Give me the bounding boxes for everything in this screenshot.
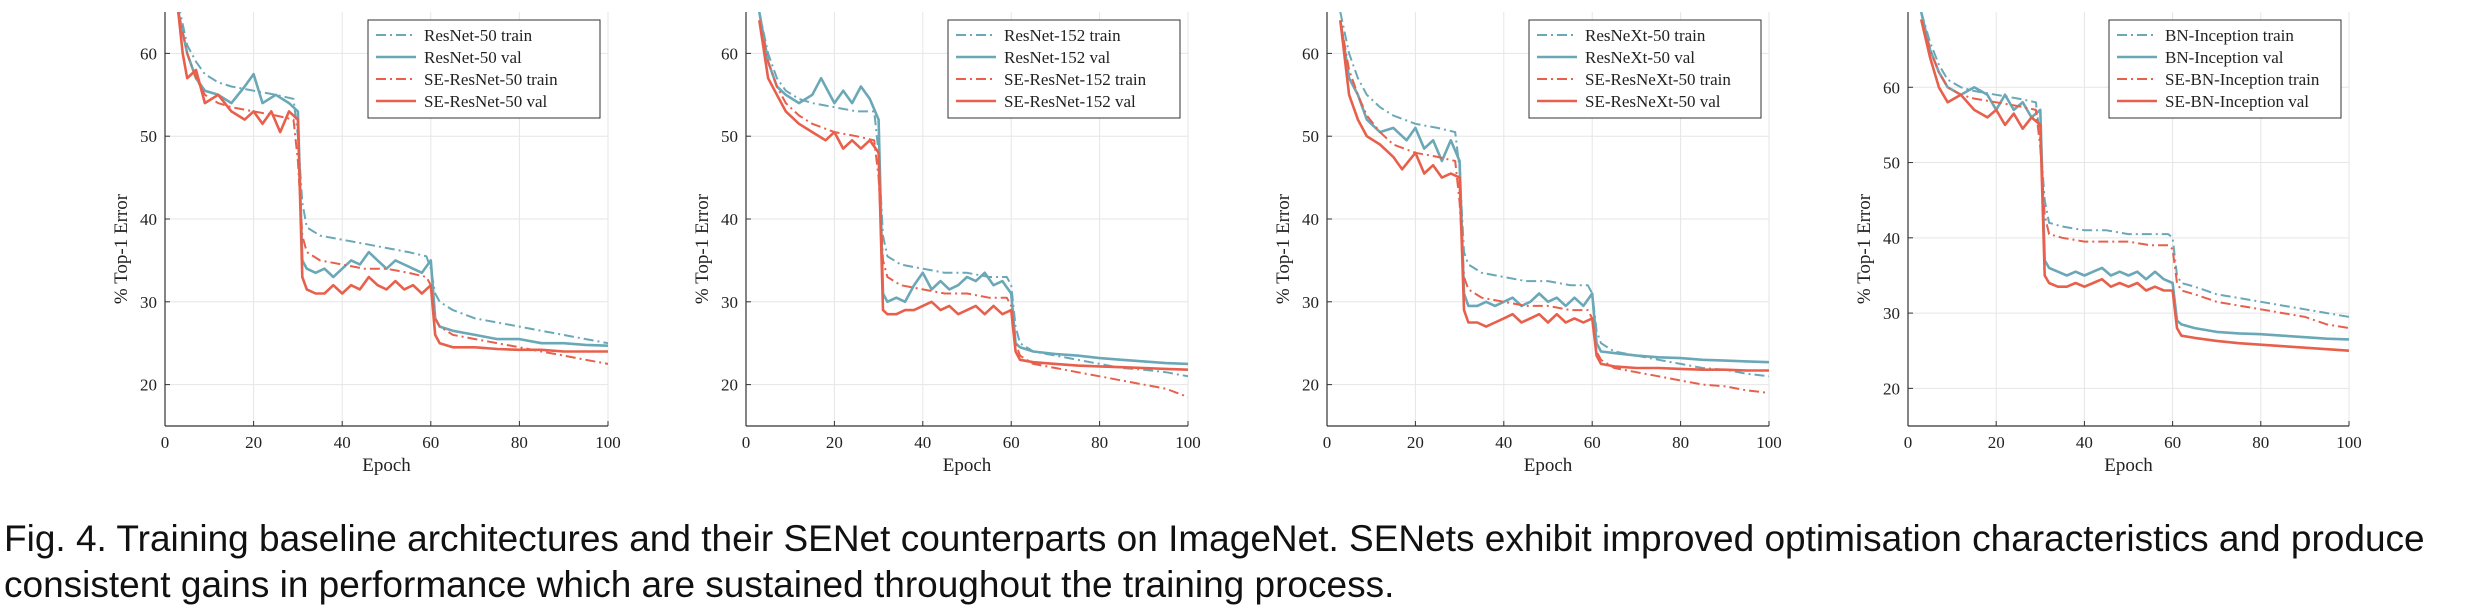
chart-panel-2: 0 20 40 60 80 100 20 30 40 50 60 Epoch % Top-1 Error… — [692, 12, 1201, 476]
x-axis-label: Epoch — [1524, 455, 1573, 476]
y-tick-label: 20 — [1302, 376, 1319, 395]
y-tick-label: 30 — [1883, 304, 1900, 323]
x-tick-label: 80 — [1672, 433, 1689, 452]
series-lines — [1339, 12, 1769, 394]
legend: ResNet-152 train ResNet-152 val SE-ResNet-… — [947, 19, 1181, 119]
series-lines — [1919, 12, 2349, 352]
legend-entry: ResNeXt-50 val — [1585, 48, 1695, 67]
x-tick-label: 40 — [2076, 433, 2093, 452]
y-axis-label: % Top-1 Error — [692, 193, 713, 304]
x-tick-label: 20 — [245, 433, 262, 452]
x-tick-label: 40 — [1495, 433, 1512, 452]
y-tick-label: 60 — [1883, 78, 1900, 97]
x-axis-label: Epoch — [943, 455, 992, 476]
legend-entry: BN-Inception val — [2165, 48, 2284, 67]
x-tick-label: 0 — [161, 433, 170, 452]
series-line-2 — [1339, 20, 1769, 364]
y-tick-label: 60 — [140, 44, 157, 63]
x-tick-label: 100 — [595, 433, 621, 452]
series-line-4 — [1919, 19, 2349, 352]
y-tick-label: 50 — [1302, 127, 1319, 146]
x-tick-label: 100 — [2336, 433, 2362, 452]
y-axis-label: % Top-1 Error — [1854, 193, 1875, 304]
y-tick-label: 60 — [1302, 44, 1319, 63]
x-axis-label: Epoch — [362, 455, 411, 476]
series-line-4 — [758, 20, 1188, 371]
x-axis-label: Epoch — [2104, 455, 2153, 476]
y-tick-label: 20 — [140, 376, 157, 395]
legend-entry: ResNeXt-50 train — [1585, 26, 1706, 45]
series-line-3 — [1339, 20, 1769, 394]
series-line-2 — [177, 12, 608, 347]
series-line-4 — [177, 12, 608, 353]
legend-entry: SE-ResNet-50 val — [424, 92, 548, 111]
series-lines — [758, 12, 1188, 398]
series-line-1 — [1920, 12, 2349, 318]
y-tick-label: 50 — [140, 127, 157, 146]
legend: ResNeXt-50 train ResNeXt-50 val SE-ResNeXt… — [1528, 19, 1762, 119]
x-tick-label: 0 — [1323, 433, 1332, 452]
legend-entry: SE-ResNeXt-50 train — [1585, 70, 1731, 89]
x-tick-label: 80 — [1091, 433, 1108, 452]
y-tick-label: 30 — [1302, 293, 1319, 312]
series-lines — [177, 12, 608, 365]
x-tick-label: 100 — [1756, 433, 1782, 452]
legend-entry: ResNet-152 val — [1004, 48, 1111, 67]
x-tick-label: 60 — [422, 433, 439, 452]
series-line-1 — [758, 12, 1188, 378]
x-tick-label: 80 — [2252, 433, 2269, 452]
series-line-3 — [758, 20, 1188, 398]
figure-caption: Fig. 4. Training baseline architectures … — [4, 518, 2425, 605]
legend-entry: ResNet-50 train — [424, 26, 533, 45]
y-axis-label: % Top-1 Error — [1273, 193, 1294, 304]
y-tick-label: 50 — [721, 127, 738, 146]
legend: BN-Inception train BN-Inception val SE-BN-… — [2108, 19, 2342, 119]
legend-entry: ResNet-152 train — [1004, 26, 1121, 45]
legend-entry: SE-BN-Inception train — [2165, 70, 2320, 89]
series-line-1 — [179, 12, 608, 345]
x-tick-label: 100 — [1175, 433, 1201, 452]
legend-entry: BN-Inception train — [2165, 26, 2294, 45]
x-tick-label: 40 — [914, 433, 931, 452]
y-tick-label: 40 — [721, 210, 738, 229]
series-line-2 — [758, 12, 1188, 366]
legend-entry: SE-ResNet-152 val — [1004, 92, 1136, 111]
x-tick-label: 60 — [2164, 433, 2181, 452]
legend-entry: ResNet-50 val — [424, 48, 522, 67]
x-tick-label: 60 — [1584, 433, 1601, 452]
x-tick-label: 80 — [511, 433, 528, 452]
legend: ResNet-50 train ResNet-50 val SE-ResNet-50… — [367, 19, 601, 119]
y-tick-label: 40 — [1883, 229, 1900, 248]
x-tick-label: 20 — [1988, 433, 2005, 452]
series-line-3 — [177, 12, 608, 365]
y-tick-label: 60 — [721, 44, 738, 63]
y-axis-label: % Top-1 Error — [111, 193, 132, 304]
legend-entry: SE-BN-Inception val — [2165, 92, 2309, 111]
x-tick-label: 0 — [742, 433, 751, 452]
y-tick-label: 20 — [721, 376, 738, 395]
y-tick-label: 40 — [140, 210, 157, 229]
y-tick-label: 30 — [140, 293, 157, 312]
x-tick-label: 20 — [1407, 433, 1424, 452]
x-tick-label: 40 — [334, 433, 351, 452]
chart-panel-4: 0 20 40 60 80 100 20 30 40 50 60 Epoch % Top-1 Error… — [1854, 12, 2362, 476]
series-line-3 — [1920, 19, 2349, 330]
y-tick-label: 30 — [721, 293, 738, 312]
series-line-4 — [1339, 20, 1769, 372]
series-line-2 — [1919, 12, 2349, 341]
chart-panel-1: 0 20 40 60 80 100 20 30 40 50 60 Epoch % Top-1 Error… — [111, 12, 621, 476]
legend-entry: SE-ResNeXt-50 val — [1585, 92, 1721, 111]
charts-figure: 0 20 40 60 80 100 20 30 40 50 60 Epoch % Top-1 Error… — [111, 12, 2362, 476]
legend-entry: SE-ResNet-50 train — [424, 70, 558, 89]
x-tick-label: 0 — [1904, 433, 1913, 452]
x-tick-label: 20 — [826, 433, 843, 452]
y-tick-label: 50 — [1883, 154, 1900, 173]
chart-panel-3: 0 20 40 60 80 100 20 30 40 50 60 Epoch % Top-1 Error… — [1273, 12, 1782, 476]
legend-entry: SE-ResNet-152 train — [1004, 70, 1147, 89]
x-tick-label: 60 — [1003, 433, 1020, 452]
y-tick-label: 40 — [1302, 210, 1319, 229]
y-tick-label: 20 — [1883, 379, 1900, 398]
